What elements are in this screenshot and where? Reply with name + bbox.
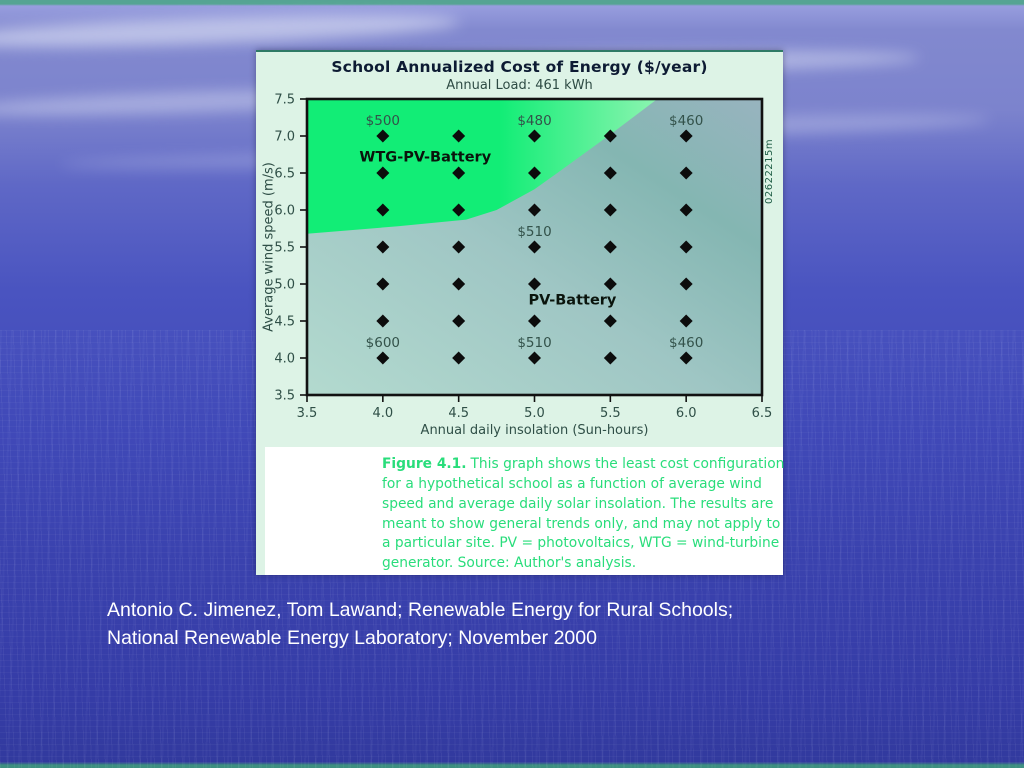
svg-text:6.0: 6.0	[676, 406, 697, 421]
caption-left-strip	[256, 447, 265, 575]
data-point	[679, 314, 693, 328]
cloud-streak	[0, 8, 461, 54]
chart-subtitle: Annual Load: 461 kWh	[446, 78, 593, 93]
svg-text:5.5: 5.5	[600, 406, 621, 421]
data-point	[376, 240, 390, 254]
cost-label: $510	[517, 335, 551, 351]
data-point	[528, 240, 541, 254]
data-point	[452, 277, 466, 291]
figure-card: School Annualized Cost of Energy ($/year…	[256, 50, 786, 575]
figure-caption-label: Figure 4.1.	[382, 456, 467, 472]
citation-line2: National Renewable Energy Laboratory; No…	[107, 627, 597, 650]
data-point	[528, 203, 541, 217]
svg-text:3.5: 3.5	[297, 406, 318, 421]
svg-text:5.0: 5.0	[524, 406, 545, 421]
cost-label: $480	[517, 113, 551, 129]
data-point	[603, 129, 617, 143]
citation-line1: Antonio C. Jimenez, Tom Lawand; Renewabl…	[107, 599, 734, 621]
data-point	[528, 129, 541, 143]
data-point	[452, 314, 466, 328]
data-point	[528, 277, 541, 291]
data-point	[679, 166, 693, 180]
y-axis-label: Average wind speed (m/s)	[261, 162, 277, 332]
data-point	[452, 129, 466, 143]
cost-label: $460	[669, 335, 703, 351]
data-point	[452, 203, 466, 217]
data-point	[452, 351, 466, 365]
citation: Antonio C. Jimenez, Tom Lawand; Renewabl…	[107, 596, 967, 653]
data-point	[679, 277, 693, 291]
data-point	[376, 277, 390, 291]
cost-label: $600	[366, 335, 400, 351]
svg-text:6.0: 6.0	[274, 204, 295, 219]
data-point	[679, 240, 693, 254]
svg-text:6.5: 6.5	[752, 406, 773, 421]
data-point	[679, 351, 693, 365]
data-point	[603, 277, 617, 291]
cost-label: $460	[669, 113, 703, 129]
data-point	[376, 166, 390, 180]
data-point	[376, 314, 390, 328]
data-point	[603, 240, 617, 254]
cost-label: $500	[366, 113, 400, 129]
svg-text:4.0: 4.0	[274, 352, 295, 367]
data-point	[528, 314, 541, 328]
data-point	[603, 166, 617, 180]
svg-text:7.5: 7.5	[274, 93, 295, 108]
data-point	[376, 129, 390, 143]
svg-text:7.0: 7.0	[274, 130, 295, 145]
svg-text:4.0: 4.0	[372, 406, 393, 421]
data-point	[603, 351, 617, 365]
region-label: WTG-PV-Battery	[359, 150, 491, 166]
region-label: PV-Battery	[528, 293, 616, 309]
chart-title: School Annualized Cost of Energy ($/year…	[331, 58, 708, 76]
data-point	[603, 314, 617, 328]
x-axis-label: Annual daily insolation (Sun-hours)	[420, 423, 649, 438]
figure-id-watermark: 02622215m	[764, 138, 775, 204]
svg-text:4.5: 4.5	[274, 315, 295, 330]
figure-caption-text: This graph shows the least cost configur…	[382, 456, 785, 572]
data-point	[603, 203, 617, 217]
region-wtg-pv-battery	[307, 99, 658, 234]
svg-text:4.5: 4.5	[448, 406, 469, 421]
data-point	[528, 166, 541, 180]
svg-text:5.5: 5.5	[274, 241, 295, 256]
chart-section: School Annualized Cost of Energy ($/year…	[256, 52, 783, 447]
svg-text:6.5: 6.5	[274, 167, 295, 182]
data-point	[452, 166, 466, 180]
data-point	[376, 203, 390, 217]
cost-label: $510	[517, 224, 551, 240]
data-point	[376, 351, 390, 365]
data-point	[452, 240, 466, 254]
data-point	[528, 351, 541, 365]
svg-text:5.0: 5.0	[274, 278, 295, 293]
svg-text:3.5: 3.5	[274, 389, 295, 404]
data-point	[679, 129, 693, 143]
figure-caption: Figure 4.1. This graph shows the least co…	[382, 455, 786, 574]
data-point	[679, 203, 693, 217]
cost-region-chart: 3.5 4.0 4.5 5.0 5.5 6.0 6.5 3.5 4.0 4.5 5.0 5.5 6.0 6…	[274, 93, 773, 422]
